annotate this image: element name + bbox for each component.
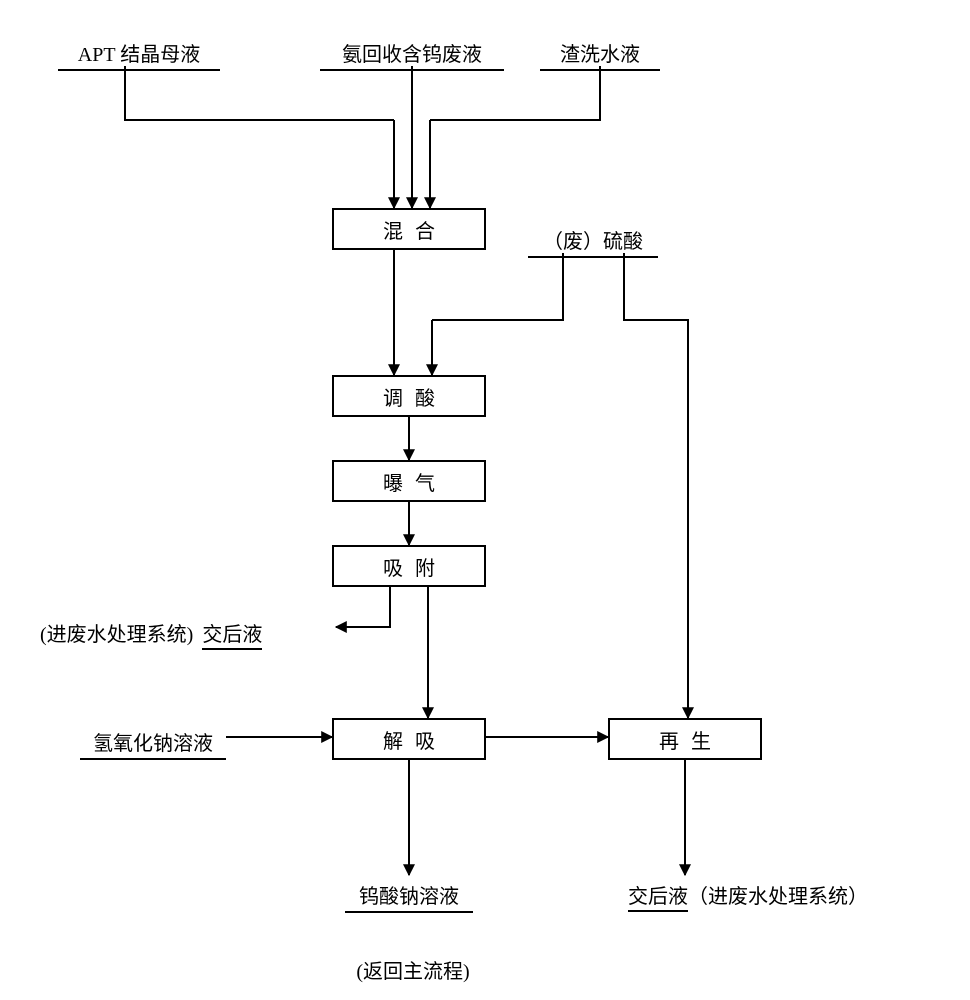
output-return-label: (返回主流程) (356, 961, 469, 983)
output-postexch1-prefix: (进废水处理系统) (40, 624, 193, 646)
box-adsorb-label: 吸附 (383, 552, 447, 581)
box-adsorb: 吸附 (332, 545, 486, 587)
box-regen-label: 再生 (659, 725, 723, 754)
input-ammonia: 氨回收含钨废液 (320, 38, 504, 71)
input-sulfuric: （废）硫酸 (528, 225, 658, 258)
box-desorb-label: 解吸 (383, 725, 447, 754)
box-mix: 混合 (332, 208, 486, 250)
input-naoh: 氢氧化钠溶液 (80, 727, 226, 760)
output-return: (返回主流程) (338, 955, 488, 984)
input-apt-label: APT 结晶母液 (78, 44, 200, 66)
box-aerate: 曝气 (332, 460, 486, 502)
input-sulfuric-label: （废）硫酸 (543, 231, 643, 253)
output-postexch1-label: 交后液 (202, 624, 262, 650)
box-regen: 再生 (608, 718, 762, 760)
box-desorb: 解吸 (332, 718, 486, 760)
box-acid: 调酸 (332, 375, 486, 417)
input-ammonia-label: 氨回收含钨废液 (342, 44, 482, 66)
input-naoh-label: 氢氧化钠溶液 (93, 733, 213, 755)
output-sodium: 钨酸钠溶液 (345, 880, 473, 913)
box-acid-label: 调酸 (383, 382, 447, 411)
output-sodium-label: 钨酸钠溶液 (359, 886, 459, 908)
input-slag-label: 渣洗水液 (560, 44, 640, 66)
output-postexch2-label: 交后液 (628, 886, 688, 912)
box-aerate-label: 曝气 (383, 467, 447, 496)
output-postexch1: (进废水处理系统) 交后液 (40, 618, 262, 647)
box-mix-label: 混合 (383, 215, 447, 244)
input-slag: 渣洗水液 (540, 38, 660, 71)
output-postexch2: 交后液（进废水处理系统） (628, 880, 868, 909)
input-apt: APT 结晶母液 (58, 38, 220, 71)
